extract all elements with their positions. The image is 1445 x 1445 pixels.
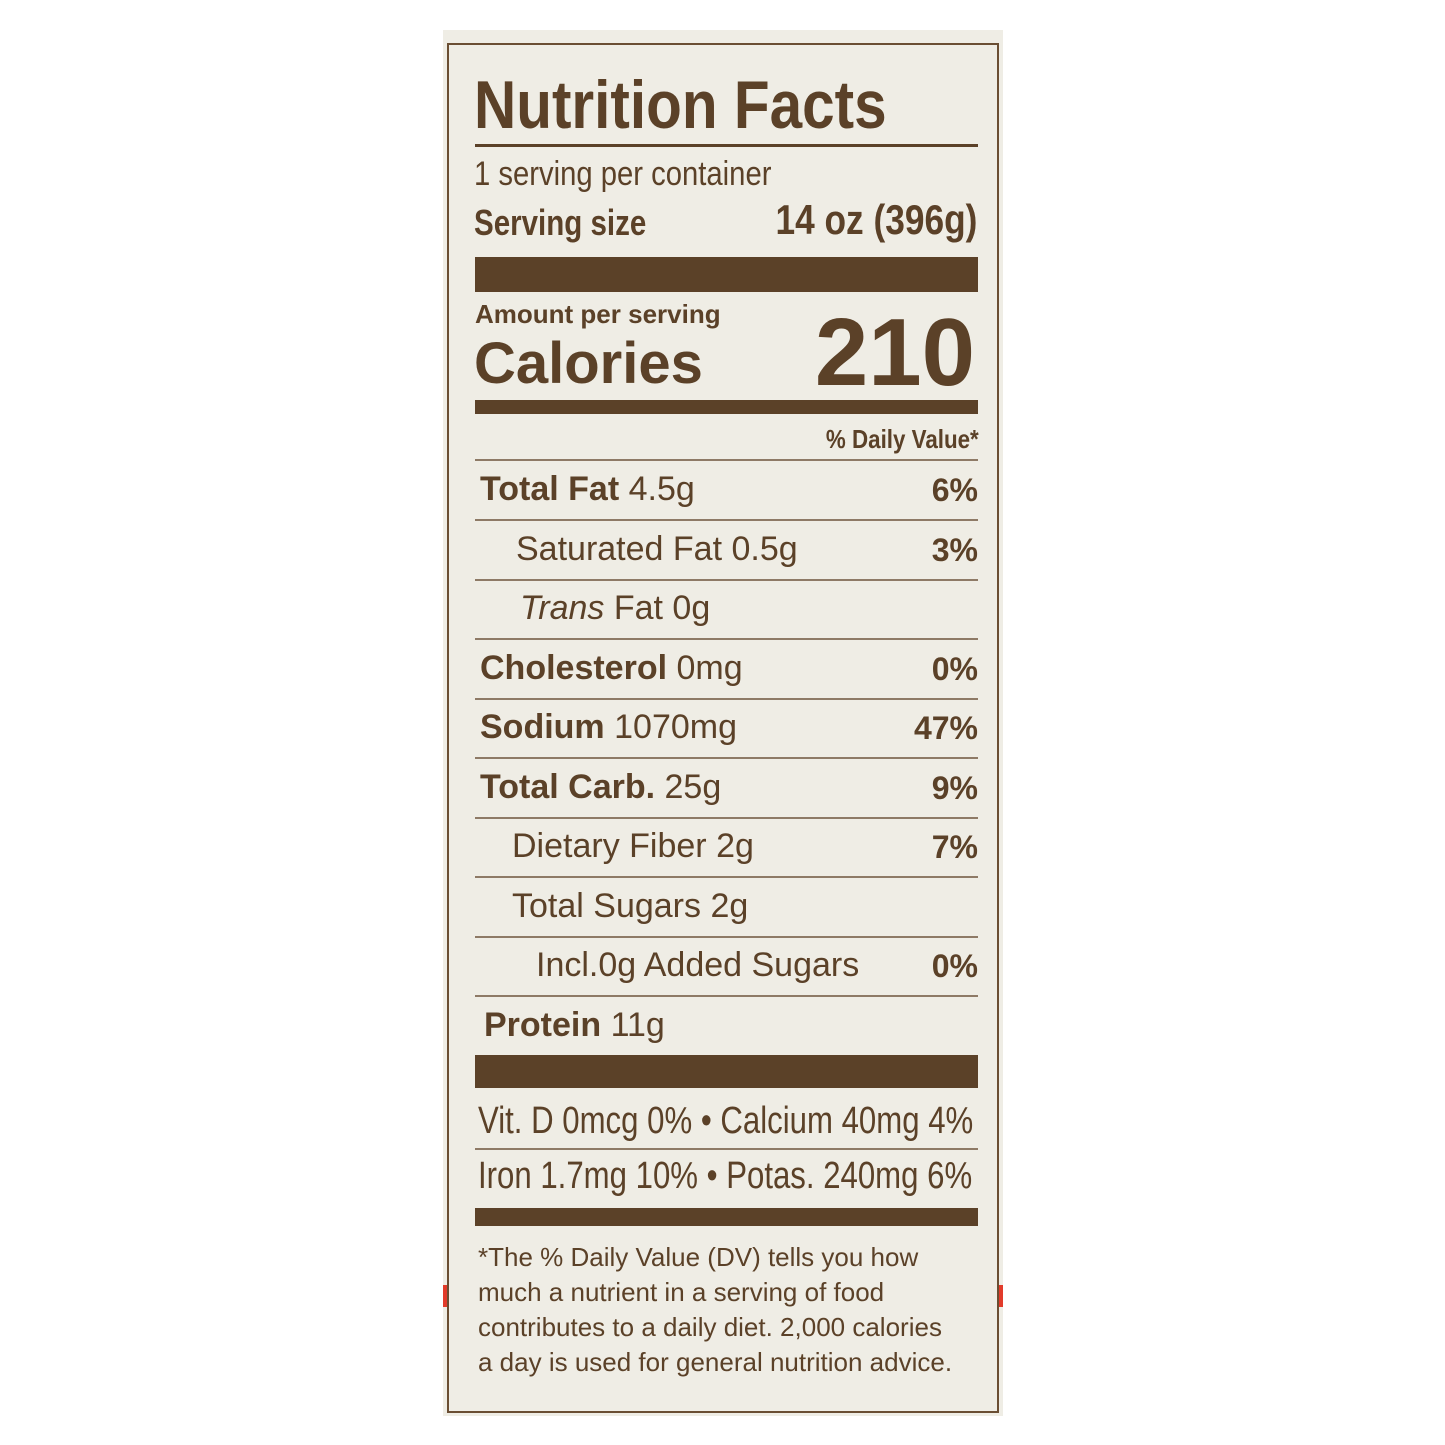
footnote-line: *The % Daily Value (DV) tells you how [478,1242,919,1272]
nutrient-amount: 4.5g [628,470,695,508]
nutrient-label: Dietary Fiber [512,827,707,865]
nutrient-daily-value: 0% [931,948,978,984]
nutrient-name: Cholesterol 0mg [480,649,743,688]
nutrient-label: Total Fat [480,470,620,508]
servings-per-container: 1 serving per container [474,155,772,193]
nutrient-label: Protein [484,1005,602,1044]
nutrient-amount: 0g [672,589,711,627]
red-edge-mark-right [998,1285,1003,1307]
nutrient-daily-value: 7% [931,829,978,865]
nutrient-amount: 2g [716,827,754,865]
divider [475,519,978,521]
thick-divider [475,1055,978,1088]
red-edge-mark-left [443,1285,448,1307]
footnote-line: a day is used for general nutrition advi… [478,1347,953,1377]
nutrient-name: Incl.0g Added Sugars [536,946,859,985]
nutrient-amount: 2g [710,886,749,925]
nutrient-amount: 25g [664,767,722,806]
divider [475,638,978,640]
nutrient-label: Total Carb. [480,767,656,806]
nutrient-amount: 11g [610,1005,665,1044]
nutrient-name: Saturated Fat 0.5g [516,530,798,569]
footnote-line: contributes to a daily diet. 2,000 calor… [478,1312,942,1342]
divider [475,697,978,700]
label-border [447,43,999,1413]
nutrient-name: Sodium 1070mg [480,708,737,747]
footnote-line: much a nutrient in a serving of food [478,1277,885,1307]
divider [475,459,978,461]
nutrient-daily-value: 9% [931,769,978,806]
nutrient-name: Trans Fat 0g [520,589,710,628]
amount-per-serving: Amount per serving [475,299,721,329]
daily-value-header: % Daily Value* [826,424,979,454]
nutrient-name: Total Sugars 2g [512,887,748,926]
nutrient-daily-value: 6% [931,472,978,508]
divider [475,578,978,581]
nutrient-amount: 1070mg [614,708,737,746]
nutrient-label-suffix: Fat [613,589,663,627]
vitamin-row: Iron 1.7mg 10% • Potas. 240mg 6% [478,1155,973,1197]
nutrient-daily-value: 3% [931,531,978,568]
divider [475,816,978,819]
nutrient-name: Dietary Fiber 2g [512,827,754,866]
divider [475,144,978,147]
nutrient-name: Total Fat 4.5g [480,470,695,509]
nutrient-label: Total Sugars [512,886,701,925]
vitamin-row: Vit. D 0mcg 0% • Calcium 40mg 4% [478,1100,974,1142]
medium-divider [475,1208,978,1226]
nutrient-name: Total Carb. 25g [480,768,721,807]
calories-value: 210 [814,299,975,406]
nutrient-label: Cholesterol [480,648,668,687]
serving-size-value: 14 oz (396g) [775,196,977,243]
nutrient-label: Incl.0g Added Sugars [536,946,860,984]
nutrient-label: Saturated Fat [516,529,723,568]
nutrient-amount: 0mg [676,648,743,687]
medium-divider [475,400,978,414]
divider [475,935,978,938]
nutrient-label: Sodium [480,708,605,746]
nutrient-daily-value: 0% [931,650,978,687]
calories-label: Calories [474,331,703,396]
divider [475,876,978,878]
nutrient-daily-value: 47% [913,710,978,746]
divider [475,757,978,759]
serving-size-label: Serving size [474,202,647,243]
nutrient-amount: 0.5g [731,529,798,568]
thick-divider [475,257,978,292]
divider [475,995,978,997]
divider [475,1148,978,1150]
nutrient-name: Protein 11g [484,1006,665,1045]
nutrient-label: Trans [520,589,605,627]
label-title: Nutrition Facts [474,67,887,143]
